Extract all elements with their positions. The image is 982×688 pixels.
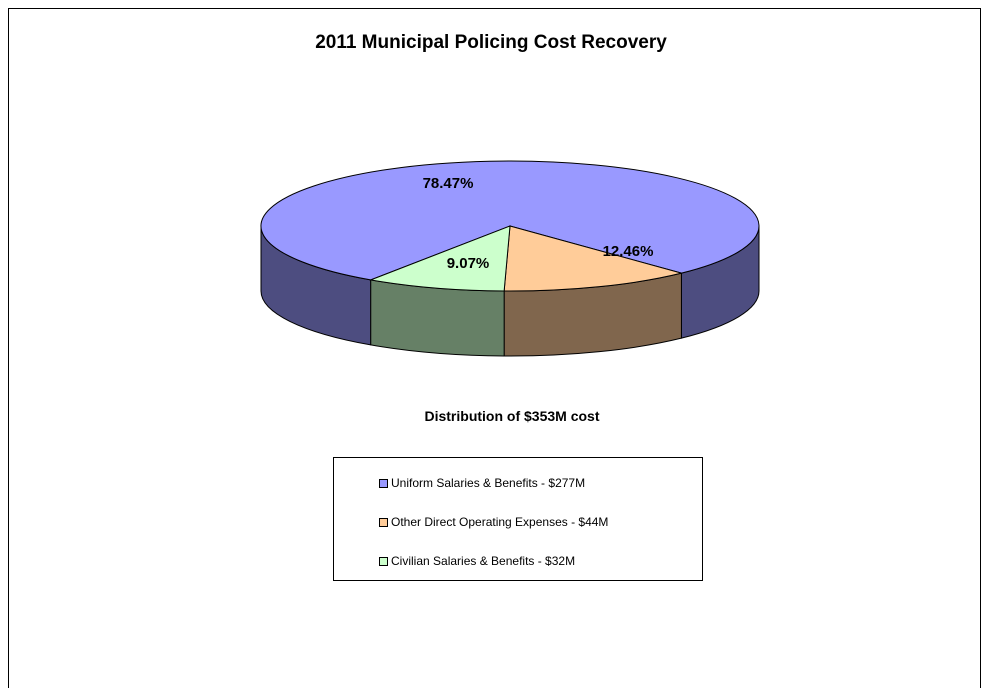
data-label-civilian-salaries-benefits: 9.07% [447, 255, 490, 272]
legend-label-other-direct: Other Direct Operating Expenses - $44M [391, 515, 609, 529]
legend-item-other-direct: Other Direct Operating Expenses - $44M [379, 514, 608, 530]
chart-area [8, 8, 981, 688]
legend-item-uniform: Uniform Salaries & Benefits - $277M [379, 475, 585, 491]
pie-slice-civilian-salaries-benefits [368, 225, 511, 292]
legend-swatch-other-direct [379, 517, 388, 527]
pie-slice-other-direct-operating-expenses [503, 225, 684, 292]
legend-label-civilian: Civilian Salaries & Benefits - $32M [391, 554, 576, 568]
legend-label-uniform: Uniform Salaries & Benefits - $277M [391, 476, 586, 490]
pie-slice-uniform-salaries-benefits [260, 160, 760, 281]
pie-side-civilian-salaries-benefits [370, 279, 505, 357]
data-label-uniform-salaries-benefits: 78.47% [423, 175, 474, 192]
chart-title: 2011 Municipal Policing Cost Recovery [315, 32, 667, 53]
legend-swatch-civilian [379, 556, 388, 566]
legend-item-civilian: Civilian Salaries & Benefits - $32M [379, 553, 575, 569]
chart-subtitle: Distribution of $353M cost [424, 408, 600, 424]
pie-chart: 78.47% 12.46% 9.07% [260, 160, 760, 357]
chart-legend: Uniform Salaries & Benefits - $277M Othe… [333, 457, 703, 581]
data-label-other-direct-operating-expenses: 12.46% [603, 243, 654, 260]
legend-swatch-uniform [379, 478, 388, 488]
